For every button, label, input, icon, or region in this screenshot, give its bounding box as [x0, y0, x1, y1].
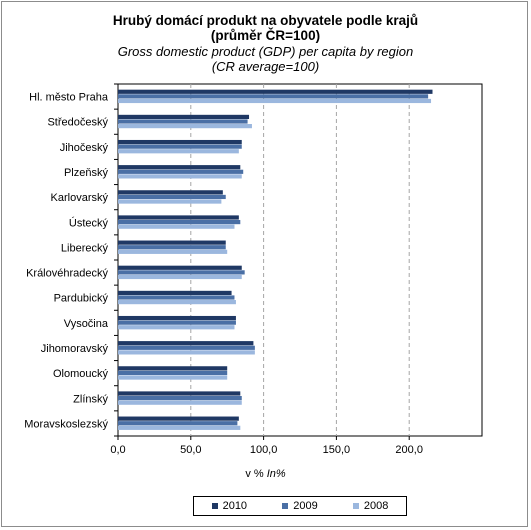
category-label: Jihomoravský [41, 343, 109, 355]
category-label: Královéhradecký [26, 268, 108, 280]
bar [118, 350, 255, 355]
bar [118, 341, 254, 346]
x-tick-label: 0,0 [110, 444, 125, 456]
bar [118, 290, 232, 296]
bar [118, 224, 235, 229]
bar [118, 391, 241, 396]
category-label: Jihočeský [60, 142, 109, 154]
category-label: Moravskoslezský [24, 418, 108, 430]
legend-swatch [211, 503, 218, 509]
legend-label: 2009 [293, 500, 318, 512]
bar [118, 215, 239, 220]
bar [118, 300, 236, 305]
category-label: Středočeský [47, 117, 108, 129]
chart-title-en-subtitle: (CR average=100) [211, 59, 320, 74]
x-axis-label-en: In% [266, 468, 286, 480]
bar [118, 245, 226, 250]
category-label: Karlovarský [51, 192, 109, 204]
category-label: Zlínský [73, 393, 108, 405]
category-label: Liberecký [61, 242, 109, 254]
bar [118, 144, 242, 149]
legend-item: 2008 [352, 500, 389, 512]
x-tick-label: 100,0 [250, 444, 278, 456]
x-axis-label: v % In% [0, 468, 531, 480]
bar [118, 169, 244, 174]
bar [118, 366, 228, 371]
bar [118, 400, 242, 405]
chart-title-en: Gross domestic product (GDP) per capita … [117, 44, 414, 59]
bar [118, 270, 245, 275]
chart-title-cs: Hrubý domácí produkt na obyvatele podle … [112, 13, 419, 28]
bar [118, 421, 238, 426]
bar [118, 325, 235, 330]
bar [118, 375, 228, 380]
category-label: Pardubický [54, 293, 109, 305]
category-label: Ústecký [69, 216, 109, 229]
bar [118, 345, 255, 350]
bar [118, 274, 242, 280]
bar [118, 139, 242, 145]
category-label: Plzeňský [64, 167, 109, 179]
bar [118, 149, 239, 154]
bar [118, 165, 241, 170]
bar [118, 98, 432, 104]
bar [118, 114, 250, 120]
bar [118, 295, 235, 300]
legend-label: 2010 [222, 500, 248, 512]
plot-area [117, 83, 483, 437]
bar [118, 174, 242, 179]
bar [118, 219, 241, 225]
category-label: Hl. město Praha [29, 92, 109, 104]
bar [118, 89, 433, 94]
bar [118, 194, 226, 200]
category-label: Olomoucký [53, 368, 109, 380]
bar [118, 265, 242, 270]
bar [118, 425, 241, 430]
legend-label: 2008 [363, 500, 389, 512]
bar [118, 190, 223, 195]
legend: 2010 2009 2008 [193, 496, 407, 516]
bar [118, 240, 226, 245]
x-tick-label: 150,0 [323, 444, 351, 456]
legend-item: 2009 [282, 500, 318, 512]
legend-swatch [352, 503, 359, 509]
x-axis-label-cs: v % [245, 468, 264, 480]
bar [118, 370, 228, 376]
bar [118, 94, 429, 99]
bar [118, 124, 252, 129]
legend-item: 2010 [211, 500, 248, 512]
bar [118, 119, 248, 124]
bar [118, 395, 242, 401]
bar [118, 416, 239, 421]
bar [118, 199, 222, 204]
bar [118, 249, 228, 254]
legend-swatch [282, 503, 289, 509]
bar [118, 315, 236, 321]
bar [118, 320, 236, 325]
x-tick-label: 50,0 [180, 444, 201, 456]
x-tick-label: 200,0 [395, 444, 423, 456]
chart-title-cs-subtitle: (průměr ČR=100) [210, 28, 321, 43]
category-label: Vysočina [64, 318, 109, 330]
